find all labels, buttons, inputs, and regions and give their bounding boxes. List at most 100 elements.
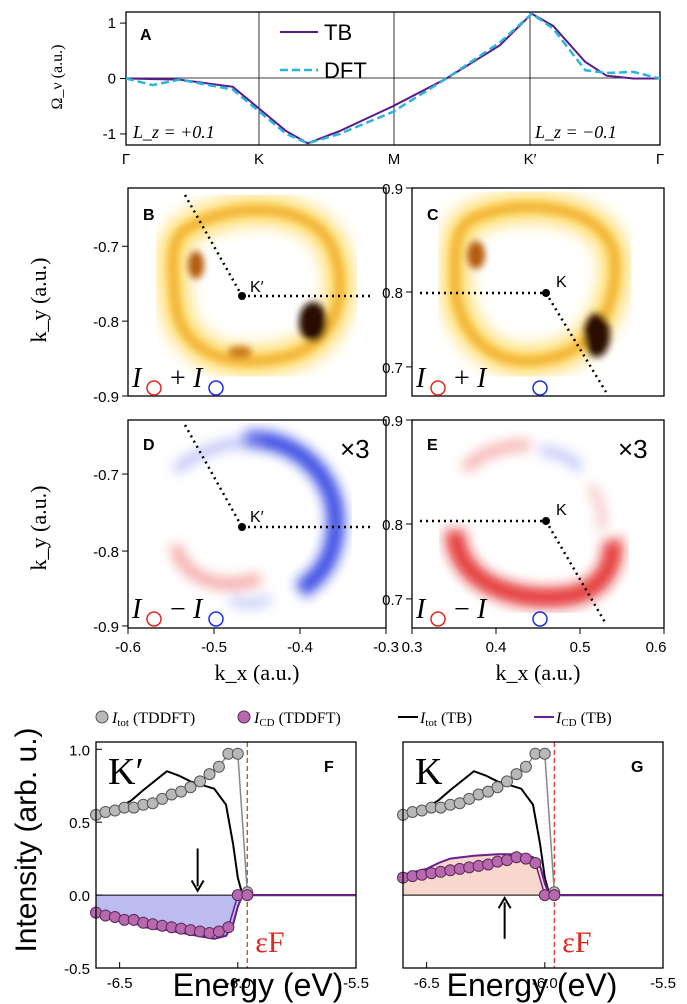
panel-c-label: C: [427, 207, 439, 224]
heatmap-xtick-label: -0.6: [115, 639, 141, 656]
panel-f-xlabel: Energy (eV): [173, 967, 344, 1003]
heatmap-ytick-label: -0.7: [93, 239, 119, 256]
panel-e-label: E: [427, 437, 438, 454]
legend-marker-itot-tddft: [95, 710, 109, 724]
heatmap-ytick-label: 0.9: [382, 413, 403, 430]
panel-a-ylabel: Ω_ν (a.u.): [49, 45, 66, 110]
heatmap-xtick-label: -0.4: [287, 639, 313, 656]
panel-c-legend: I + I: [415, 363, 548, 396]
panel-a-ytick-label: 1: [108, 15, 116, 32]
panel-g-xtick-label: -6.0: [532, 975, 558, 992]
panel-g-icd-marker: [529, 857, 542, 869]
panel-c: K C I + I: [411, 187, 665, 397]
panel-b-legend: I + I: [131, 363, 224, 396]
panel-f-xtick-label: -5.5: [343, 975, 369, 992]
panel-d-point: [238, 523, 246, 531]
heatmap-xtick-label: 0.6: [646, 639, 667, 656]
heatmap-ytick-label: 0.8: [382, 285, 403, 302]
panel-f-ytick-label: 1.0: [69, 742, 90, 759]
panel-c-point: [542, 289, 550, 297]
rcp-icon: [208, 611, 224, 627]
panel-f-arrow-head: [190, 880, 205, 893]
panel-c-point-label: K: [556, 274, 567, 291]
panel-d-xlabel: k_x (a.u.): [215, 660, 300, 685]
legend-marker-icd-tddft: [237, 710, 251, 724]
heatmap-xtick-label: 0.3: [402, 639, 423, 656]
panel-c-heatmap: [449, 202, 621, 367]
heatmap-ytick-label: -0.9: [93, 389, 119, 406]
rcp-icon: [532, 380, 548, 396]
legend-icd-tb: ICD (TB): [555, 710, 612, 729]
panel-d-ylabel: k_y (a.u.): [26, 486, 51, 571]
panel-f-fermi-label: εF: [255, 926, 284, 959]
panel-d-legend-op: −: [170, 594, 186, 625]
panel-b-dotted-line: [183, 194, 244, 297]
panel-f-xtick-label: -6.0: [225, 975, 251, 992]
panel-c-legend-op: +: [454, 363, 470, 394]
panel-f-label: F: [324, 759, 334, 776]
heatmap-ytick-label: 0.7: [382, 592, 403, 609]
panel-g-itot-marker: [501, 775, 513, 788]
panel-g-itot-marker: [519, 760, 532, 773]
heatmap-ytick-label: -0.8: [93, 314, 119, 331]
panel-e-legend: I − I: [415, 594, 548, 627]
panel-a-xtick-label: Γ: [122, 151, 130, 168]
panel-f-frame: [95, 741, 357, 969]
legend-itot-tb: Itot (TB): [419, 710, 472, 729]
heatmap-ytick-label: 0.7: [382, 360, 403, 377]
heatmap-ticks: -0.7 -0.8 -0.9 -0.7 -0.8 -0.9 0.9 0.8 0.7 0.9 0.8 0…: [93, 181, 666, 656]
panel-f-ytick-label: 0.5: [69, 815, 90, 832]
rcp-icon: [532, 611, 548, 627]
panel-g-valley: K: [415, 751, 443, 793]
panel-a-ylabel-text: Ω_ν (a.u.): [49, 45, 66, 110]
panel-g-xlabel: Energy (eV): [447, 967, 618, 1003]
lcp-icon: [146, 380, 162, 396]
panel-b-legend-i1: I: [131, 363, 143, 394]
heatmap-ytick-label: 0.8: [382, 517, 403, 534]
panel-g-xtick-label: -5.5: [650, 975, 676, 992]
panel-e-legend-i1: I: [415, 594, 427, 625]
heatmap-ytick-label: -0.7: [93, 467, 119, 484]
panel-g-itot-marker: [491, 781, 504, 794]
panel-g-label: G: [631, 759, 643, 776]
panel-g-arrow-head: [497, 896, 512, 909]
legend-tb-label: TB: [324, 20, 352, 45]
lcp-icon: [430, 380, 446, 396]
panel-g-icd-marker: [548, 889, 561, 902]
panel-f-itot-marker: [203, 768, 216, 781]
heatmap-ytick-label: 0.9: [382, 181, 403, 198]
panel-a-xtick-label: K: [254, 151, 264, 168]
heatmap-xtick-label: -0.3: [373, 639, 399, 656]
legend-dft-label: DFT: [324, 58, 367, 83]
panel-b-point-label: K′: [250, 279, 264, 296]
lcp-icon: [146, 611, 162, 627]
panel-g-itot-marker: [538, 747, 551, 760]
panel-e-dotted-line-d: [544, 520, 608, 625]
rcp-icon: [208, 380, 224, 396]
panel-a-label: A: [140, 27, 152, 44]
heatmap-xtick-label: -0.5: [201, 639, 227, 656]
panel-g-itot-marker: [510, 768, 523, 781]
panel-g: -6.5 -6.0 -5.5 K GεF: [397, 741, 676, 992]
panel-g-frame: [402, 741, 664, 969]
bottom-legend: Itot (TDDFT) ICD (TDDFT) Itot (TB) ICD (…: [95, 710, 612, 729]
panel-f-valley: K′: [108, 751, 144, 793]
panel-a-series: [125, 12, 661, 145]
panel-e-point: [542, 517, 550, 525]
panel-f-icd-marker: [241, 889, 254, 902]
panel-e-xlabel: k_x (a.u.): [496, 660, 581, 685]
panel-f-itot-marker: [212, 760, 225, 773]
panel-a-ytick-label: -1: [103, 126, 116, 143]
panel-f-xtick-label: -6.5: [107, 975, 133, 992]
panel-a-lz-left: L_z = +0.1: [132, 122, 215, 142]
panel-e-point-label: K: [556, 502, 567, 519]
legend-itot-tddft: Itot (TDDFT): [111, 710, 195, 729]
panel-c-dotted-line-d: [544, 292, 608, 393]
panel-f-itot-marker: [231, 747, 244, 760]
panel-b-legend-op: +: [170, 363, 186, 394]
heatmap-ytick-label: -0.8: [93, 544, 119, 561]
panel-d-legend-i2: I: [192, 594, 204, 625]
panel-d-frame: [127, 419, 387, 629]
panel-a-ticks: 1 0 -1 Γ K M K′ Γ: [103, 15, 664, 168]
panel-b: K′ B I + I: [127, 187, 387, 397]
